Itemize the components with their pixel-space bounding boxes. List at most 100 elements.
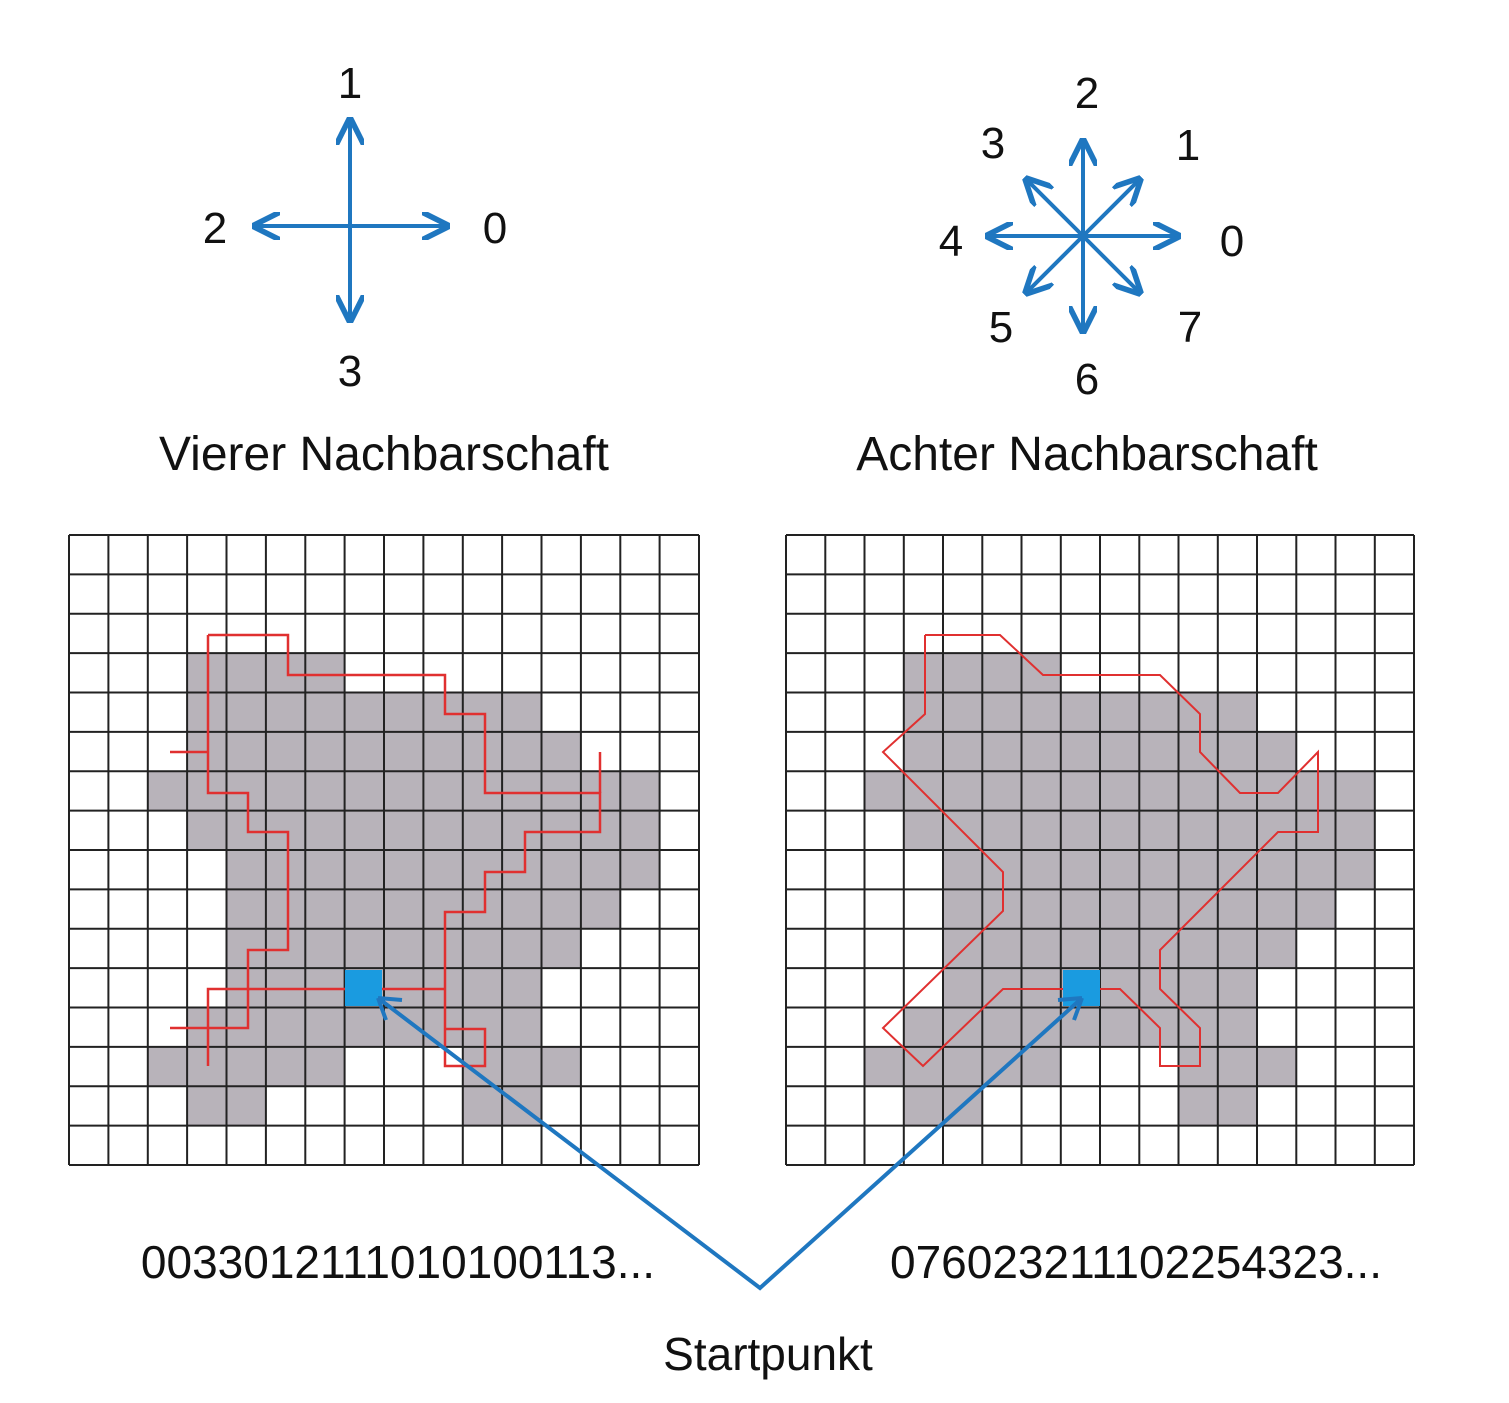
- region-cell: [265, 928, 306, 969]
- region-cell: [1060, 771, 1101, 811]
- region-cell: [305, 653, 345, 693]
- region-cell: [943, 692, 983, 732]
- region-cell: [265, 889, 306, 929]
- region-cell: [1021, 850, 1061, 890]
- region-cell: [620, 810, 660, 850]
- region-cell: [1100, 692, 1140, 732]
- region-cell: [1257, 928, 1297, 969]
- dir-label-1: 1: [338, 59, 362, 108]
- region-cell: [384, 928, 424, 969]
- region-cell: [1021, 692, 1061, 732]
- region-cell: [462, 771, 503, 811]
- region-cell: [462, 1086, 503, 1126]
- region-cell: [620, 850, 660, 890]
- region-cell: [1139, 889, 1179, 929]
- region-cell: [305, 1007, 345, 1047]
- region-cell: [903, 731, 944, 772]
- region-cell: [541, 889, 581, 929]
- region-cell: [1178, 968, 1218, 1008]
- region-cell: [305, 928, 345, 969]
- region-cell: [384, 889, 424, 929]
- four-neighborhood-title: Vierer Nachbarschaft: [159, 428, 609, 481]
- region-cell: [1217, 731, 1258, 772]
- four-neighborhood-contour-left: [206, 635, 290, 1066]
- region-cell: [982, 731, 1022, 772]
- region-cell: [1021, 1046, 1061, 1087]
- region-cell: [384, 850, 424, 890]
- region-cell: [1296, 771, 1336, 811]
- region-cell: [903, 771, 944, 811]
- start-pointer-head-left: [376, 996, 403, 1021]
- region-cell: [462, 731, 503, 772]
- region-cell: [1217, 1007, 1258, 1047]
- region-cell: [462, 692, 503, 732]
- region-cell: [982, 653, 1022, 693]
- region-cell: [305, 1046, 345, 1087]
- region-cell: [502, 928, 542, 969]
- region-cell: [305, 692, 345, 732]
- region-cell: [305, 771, 345, 811]
- region-cell: [502, 889, 542, 929]
- start-pointer-head-right: [1057, 996, 1084, 1021]
- region-cell: [1060, 692, 1101, 732]
- region-cell: [1100, 1007, 1140, 1047]
- region-cell: [265, 771, 306, 811]
- dir8-arrow-5: [1026, 234, 1085, 293]
- region-cell: [226, 692, 266, 732]
- region-cell: [502, 692, 542, 732]
- region-cell: [1296, 850, 1336, 890]
- region-cell: [265, 692, 306, 732]
- region-cell: [1335, 810, 1375, 850]
- region-cell: [502, 731, 542, 772]
- region-cell: [982, 692, 1022, 732]
- dir8-label-5: 5: [989, 303, 1013, 352]
- region-cell: [226, 1046, 266, 1087]
- region-cell: [305, 731, 345, 772]
- dir8-arrow-3: [1026, 179, 1085, 238]
- region-cell: [1021, 731, 1061, 772]
- region-cell: [462, 1007, 503, 1047]
- dir-label-0: 0: [483, 204, 507, 253]
- region-cell: [423, 731, 463, 772]
- region-cell: [305, 810, 345, 850]
- dir8-arrow-1: [1081, 179, 1140, 238]
- region-cell: [1217, 889, 1258, 929]
- region-cell: [423, 810, 463, 850]
- region-cell: [541, 731, 581, 772]
- region-cell: [1217, 810, 1258, 850]
- region-cell: [1335, 771, 1375, 811]
- region-cell: [1257, 731, 1297, 772]
- eight-neighborhood-compass: [988, 141, 1178, 331]
- dir8-label-7: 7: [1178, 303, 1202, 352]
- start-cell-left: [345, 970, 382, 1006]
- region-cell: [305, 889, 345, 929]
- dir8-label-3: 3: [981, 119, 1005, 168]
- region-cell: [982, 810, 1022, 850]
- region-cell: [265, 810, 306, 850]
- region-cell: [903, 653, 944, 693]
- region-cell: [982, 889, 1022, 929]
- region-cell: [1060, 889, 1101, 929]
- region-cell: [462, 928, 503, 969]
- region-cell: [1021, 1007, 1061, 1047]
- region-cell: [1217, 850, 1258, 890]
- region-cell: [502, 771, 542, 811]
- region-cell: [502, 1046, 542, 1087]
- region-cell: [903, 692, 944, 732]
- region-cell: [502, 810, 542, 850]
- region-cell: [1257, 850, 1297, 890]
- region-cell: [344, 692, 384, 732]
- region-cell: [423, 889, 463, 929]
- region-cell: [423, 850, 463, 890]
- region-cell: [943, 928, 983, 969]
- region-cell: [1217, 928, 1258, 969]
- region-cell: [580, 850, 621, 890]
- region-cell: [344, 771, 384, 811]
- region-cell: [226, 653, 266, 693]
- region-cell: [462, 968, 503, 1008]
- dir-label-3: 3: [338, 347, 362, 396]
- region-cell: [344, 850, 384, 890]
- eight-neighborhood-grid: [785, 534, 1415, 1166]
- region-cell: [541, 771, 581, 811]
- region-cell: [1139, 928, 1179, 969]
